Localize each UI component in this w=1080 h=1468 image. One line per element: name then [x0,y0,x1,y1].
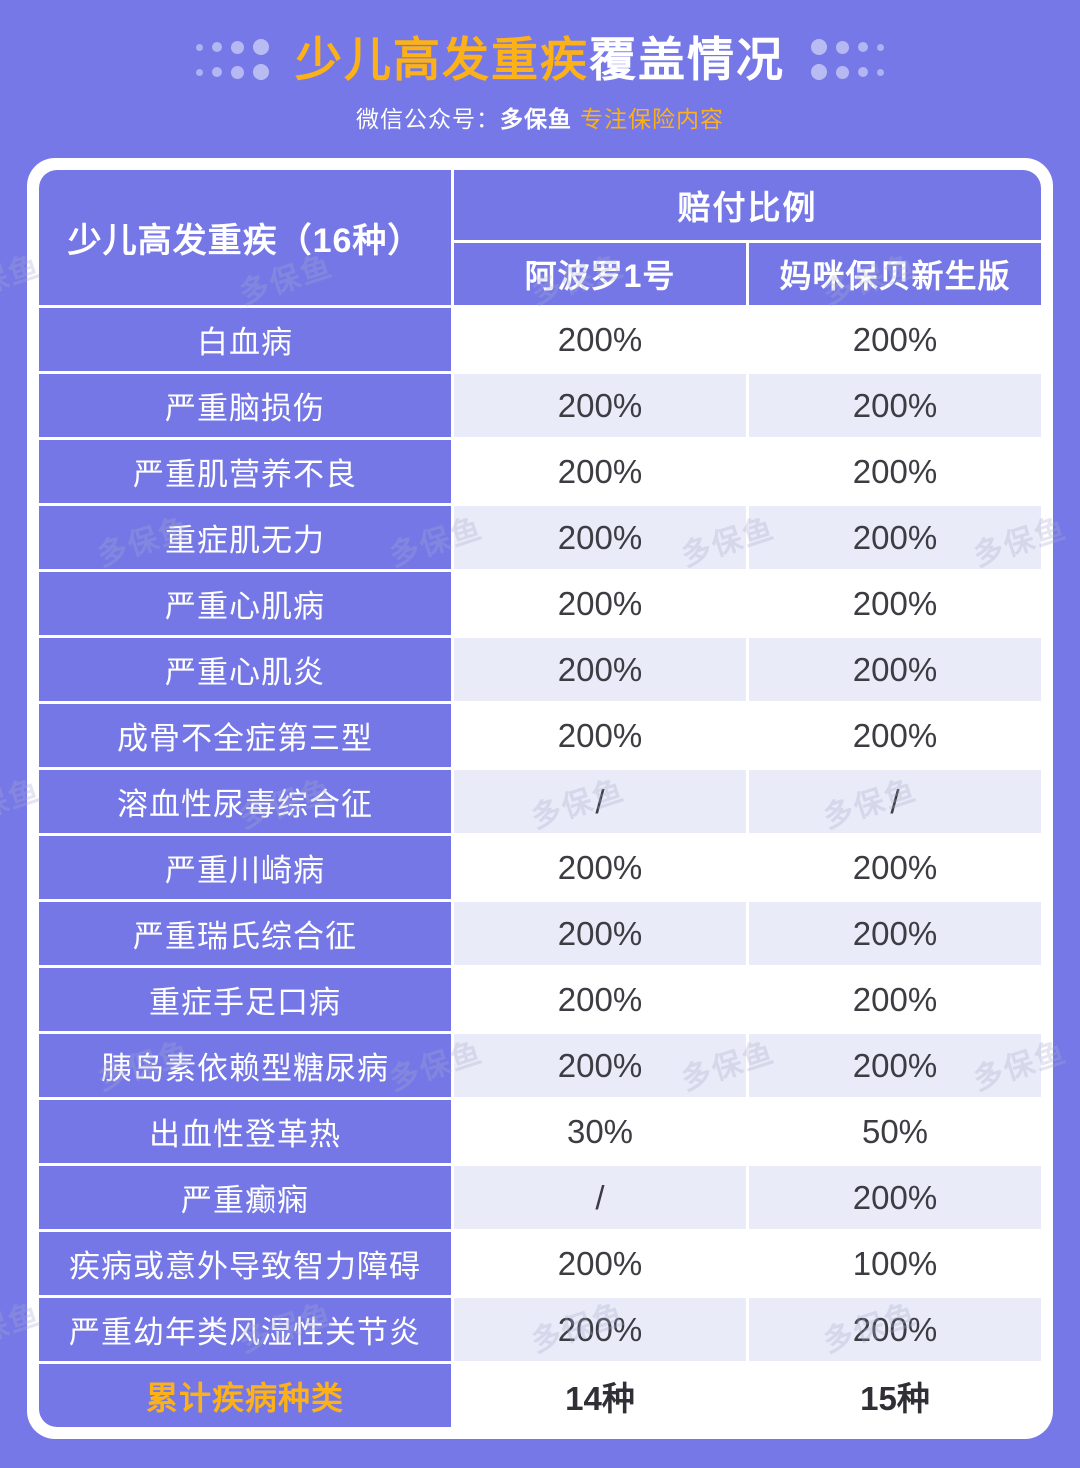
corner-header-cell: 少儿高发重疾（16种） [39,170,451,305]
disease-name-cell: 重症手足口病 [39,968,451,1031]
column-header-product-1: 阿波罗1号 [454,243,746,305]
page-title: 少儿高发重疾覆盖情况 [295,34,785,86]
value-cell: 100% [749,1232,1041,1295]
disease-name-cell: 严重心肌炎 [39,638,451,701]
value-cell: 200% [454,638,746,701]
value-cell: 200% [749,968,1041,1031]
decorative-dots-right-icon [811,39,884,81]
value-cell: 200% [454,440,746,503]
value-cell: 200% [749,1166,1041,1229]
subtitle-prefix: 微信公众号： [356,105,500,132]
value-cell: 200% [749,374,1041,437]
value-cell: 200% [454,704,746,767]
decorative-dots-left-icon [196,39,269,81]
disease-name-cell: 严重肌营养不良 [39,440,451,503]
disease-name-cell: 胰岛素依赖型糖尿病 [39,1034,451,1097]
disease-name-cell: 重症肌无力 [39,506,451,569]
subtitle-brand: 多保鱼 [500,105,572,132]
disease-name-cell: 严重心肌病 [39,572,451,635]
value-cell: 200% [749,572,1041,635]
column-header-product-2: 妈咪保贝新生版 [749,243,1041,305]
subtitle-tagline: 专注保险内容 [580,105,724,132]
title-row: 少儿高发重疾覆盖情况 [0,34,1080,86]
value-cell: 200% [454,968,746,1031]
subtitle: 微信公众号：多保鱼 专注保险内容 [0,100,1080,134]
summary-name-cell: 累计疾病种类 [39,1364,451,1427]
value-cell: / [749,770,1041,833]
disease-name-cell: 严重川崎病 [39,836,451,899]
group-header-cell: 赔付比例 [454,170,1041,240]
value-cell: 200% [749,638,1041,701]
disease-name-cell: 疾病或意外导致智力障碍 [39,1232,451,1295]
value-cell: / [454,1166,746,1229]
page-title-rest: 覆盖情况 [589,33,785,86]
value-cell: / [454,770,746,833]
value-cell: 200% [749,1034,1041,1097]
value-cell: 200% [454,1034,746,1097]
value-cell: 50% [749,1100,1041,1163]
value-cell: 200% [749,1298,1041,1361]
disease-name-cell: 严重幼年类风湿性关节炎 [39,1298,451,1361]
comparison-table-card: 少儿高发重疾（16种） 赔付比例 阿波罗1号 妈咪保贝新生版 白血病 200% … [27,158,1053,1439]
disease-name-cell: 出血性登革热 [39,1100,451,1163]
value-cell: 200% [454,902,746,965]
value-cell: 200% [454,1232,746,1295]
disease-name-cell: 溶血性尿毒综合征 [39,770,451,833]
value-cell: 200% [454,308,746,371]
disease-name-cell: 成骨不全症第三型 [39,704,451,767]
disease-name-cell: 严重脑损伤 [39,374,451,437]
comparison-table: 少儿高发重疾（16种） 赔付比例 阿波罗1号 妈咪保贝新生版 白血病 200% … [39,170,1041,1427]
value-cell: 200% [454,374,746,437]
value-cell: 200% [749,440,1041,503]
value-cell: 200% [454,506,746,569]
summary-value-cell: 14种 [454,1364,746,1427]
value-cell: 200% [749,902,1041,965]
page-header: 少儿高发重疾覆盖情况 微信公众号：多保鱼 专注保险内容 [0,0,1080,134]
value-cell: 30% [454,1100,746,1163]
disease-name-cell: 严重癫痫 [39,1166,451,1229]
value-cell: 200% [749,308,1041,371]
value-cell: 200% [749,704,1041,767]
value-cell: 200% [749,506,1041,569]
disease-name-cell: 严重瑞氏综合征 [39,902,451,965]
disease-name-cell: 白血病 [39,308,451,371]
value-cell: 200% [454,1298,746,1361]
value-cell: 200% [749,836,1041,899]
page-title-highlight: 少儿高发重疾 [295,33,589,86]
summary-value-cell: 15种 [749,1364,1041,1427]
value-cell: 200% [454,572,746,635]
value-cell: 200% [454,836,746,899]
